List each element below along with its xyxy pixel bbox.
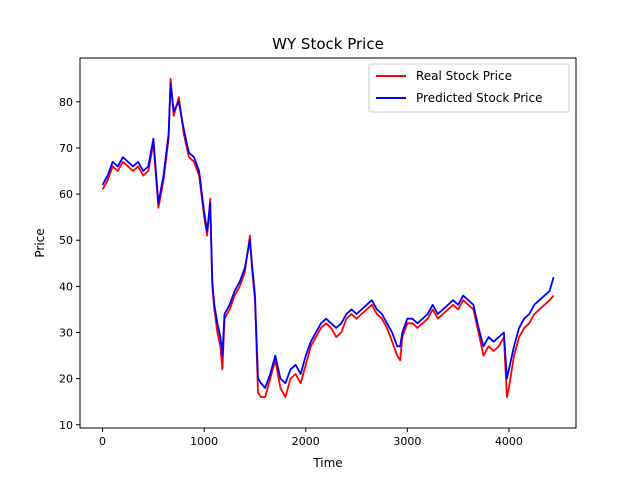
x-tick-label: 3000: [393, 435, 421, 448]
y-tick-label: 50: [59, 234, 73, 247]
x-tick-label: 1000: [190, 435, 218, 448]
legend: Real Stock Price Predicted Stock Price: [368, 63, 570, 113]
y-axis-label: Price: [33, 228, 47, 257]
chart-title: WY Stock Price: [272, 35, 384, 53]
y-tick-label: 40: [59, 280, 73, 293]
legend-label-predicted: Predicted Stock Price: [416, 91, 542, 105]
x-tick-label: 4000: [495, 435, 523, 448]
y-axis: 10 20 30 40 50 60 70 80: [59, 96, 80, 432]
y-tick-label: 60: [59, 188, 73, 201]
x-axis-label: Time: [312, 456, 342, 470]
x-tick-label: 2000: [292, 435, 320, 448]
y-tick-label: 80: [59, 96, 73, 109]
plot-area: [101, 77, 555, 399]
y-tick-label: 70: [59, 142, 73, 155]
y-tick-label: 20: [59, 373, 73, 386]
x-axis: 0 1000 2000 3000 4000: [99, 428, 523, 448]
series-line-1: [101, 82, 555, 389]
legend-label-real: Real Stock Price: [416, 69, 512, 83]
y-tick-label: 30: [59, 327, 73, 340]
y-tick-label: 10: [59, 419, 73, 432]
x-tick-label: 0: [99, 435, 106, 448]
axes-frame: [79, 57, 577, 429]
legend-frame: [368, 63, 570, 113]
